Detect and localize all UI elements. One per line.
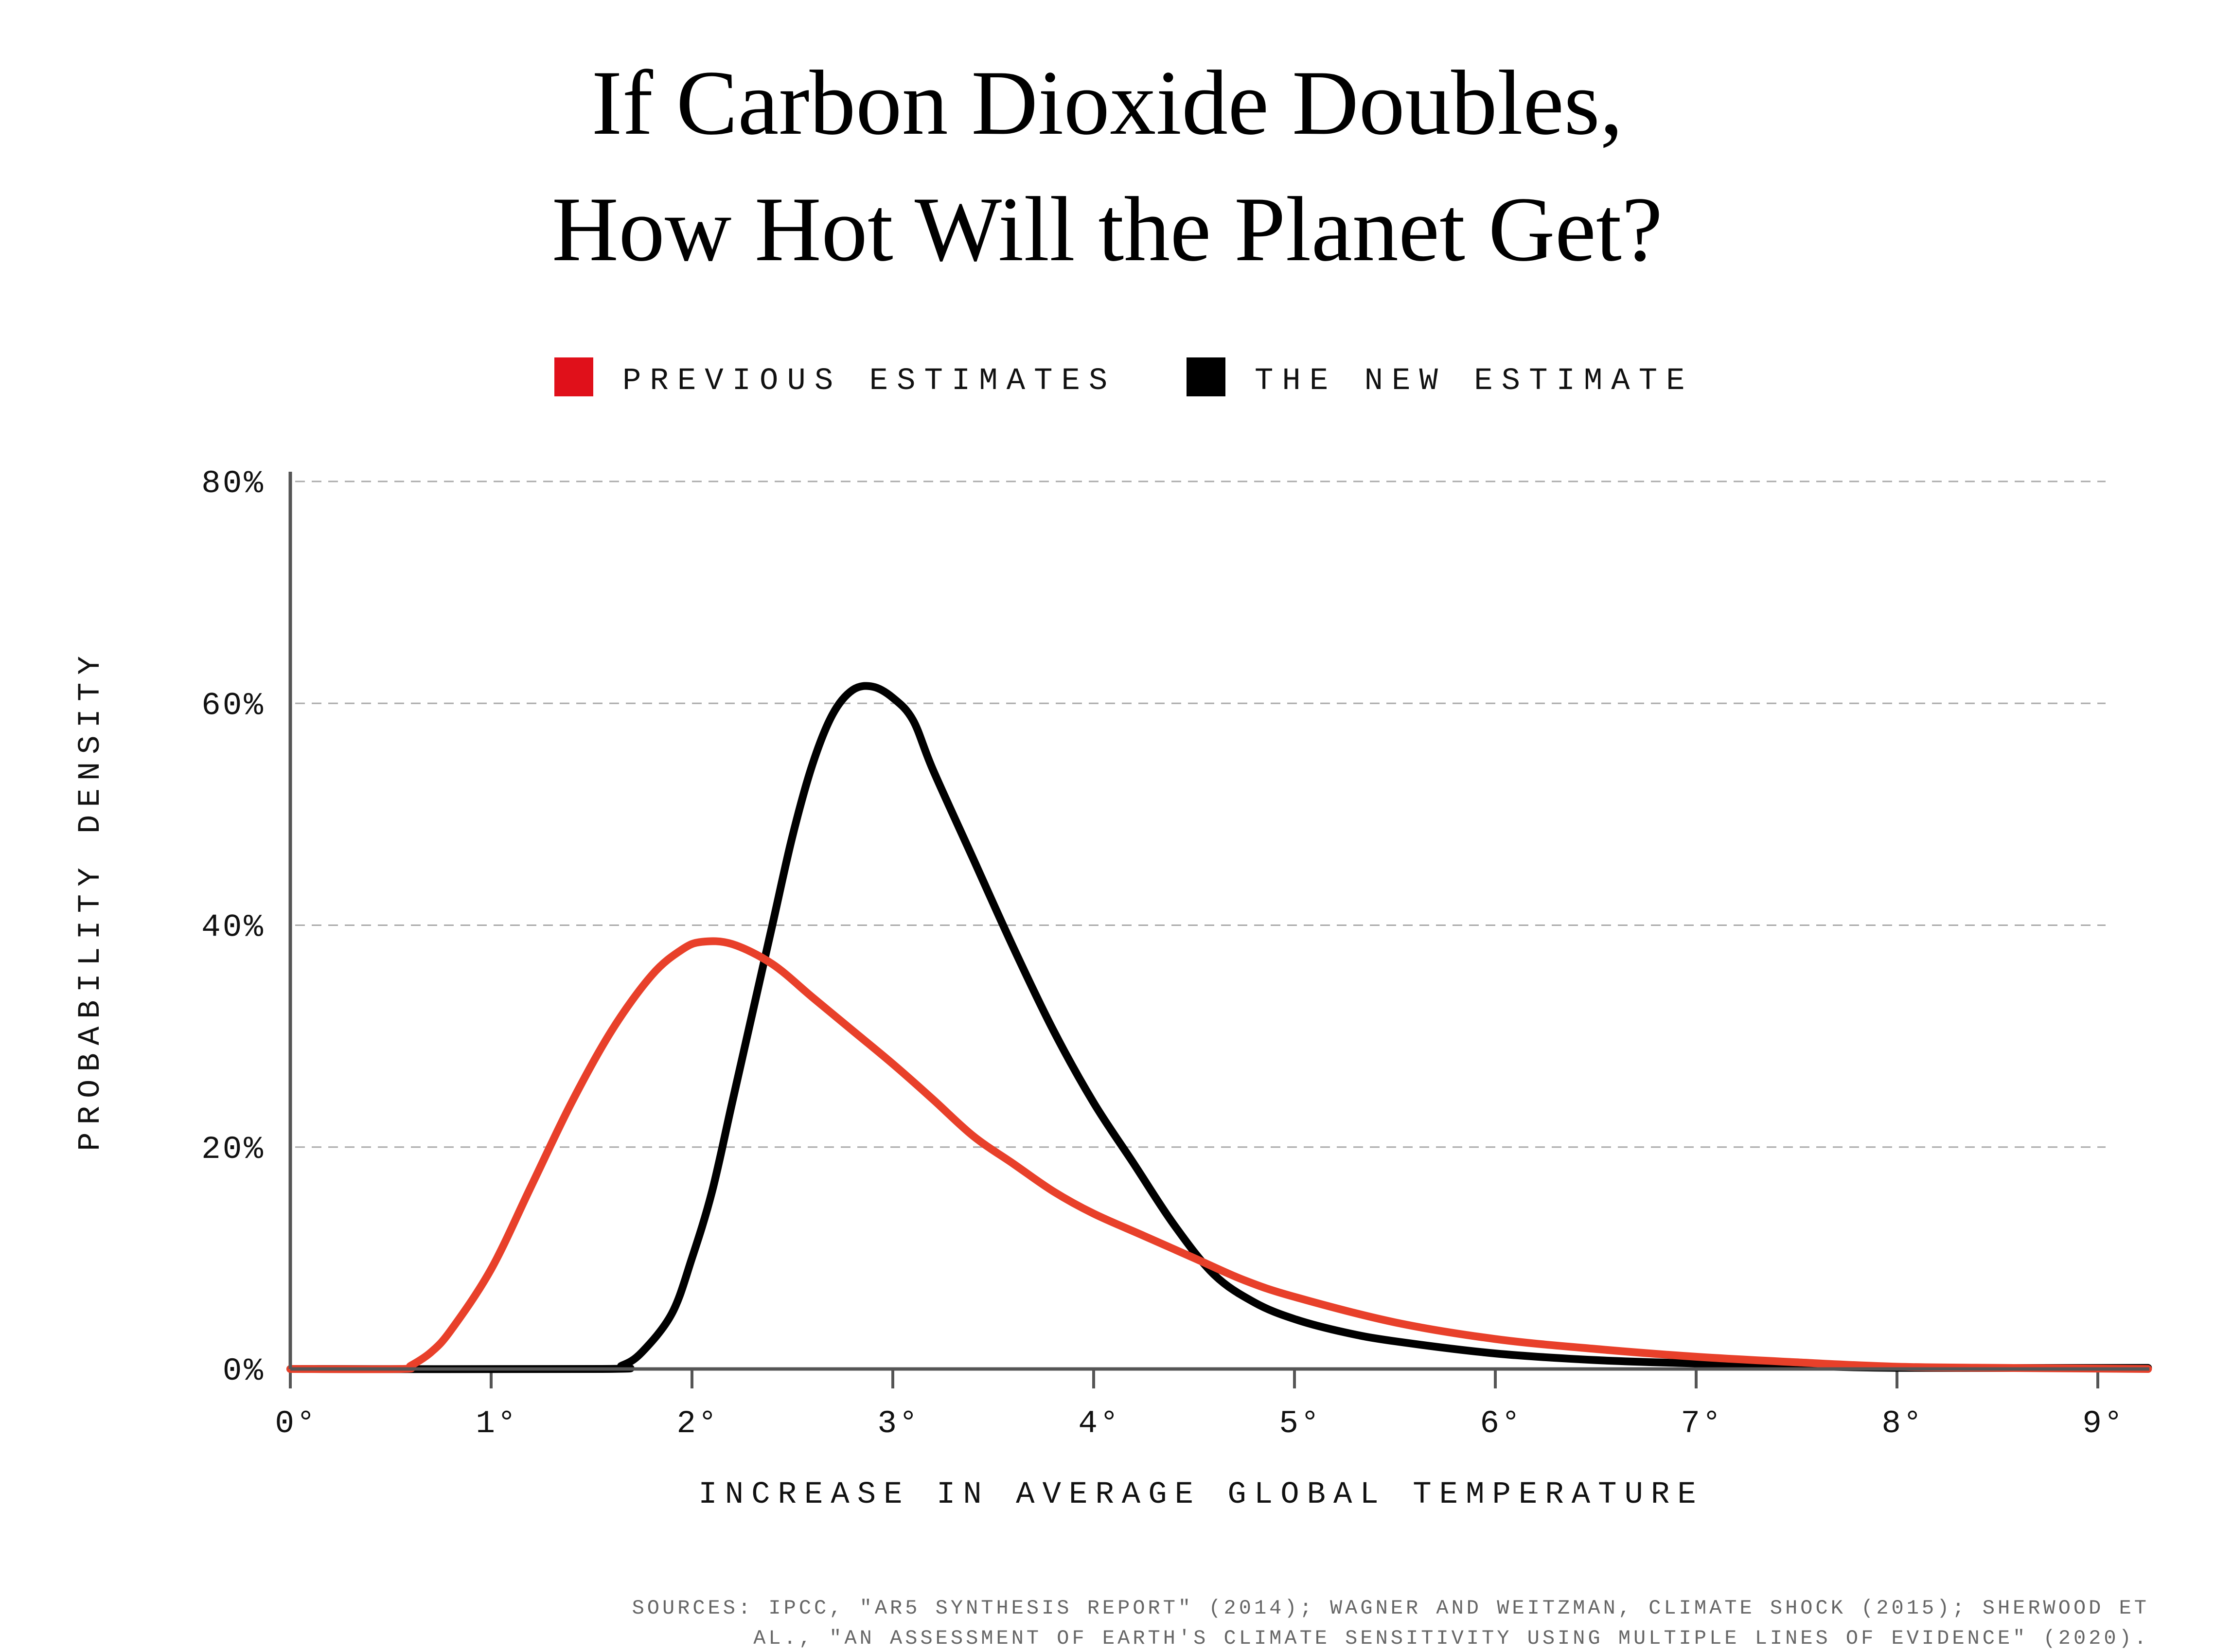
legend-swatch-previous-estimates: [554, 357, 593, 396]
y-tick-label-40: 40%: [201, 909, 265, 946]
x-tick-label-6: 6°: [1480, 1405, 1522, 1442]
x-tick-label-4: 4°: [1078, 1405, 1120, 1442]
y-tick-label-20: 20%: [201, 1131, 265, 1168]
gridlines: [295, 480, 2106, 1148]
source-note-line-1: SOURCES: IPCC, "AR5 SYNTHESIS REPORT" (2…: [632, 1597, 2149, 1620]
series-line-new-estimate: [286, 682, 2152, 1373]
legend: PREVIOUS ESTIMATES THE NEW ESTIMATE: [554, 357, 1694, 399]
legend-label-previous-estimates: PREVIOUS ESTIMATES: [622, 364, 1116, 399]
x-tick-label-2: 2°: [676, 1405, 719, 1442]
source-note-line-2: AL., "AN ASSESSMENT OF EARTH'S CLIMATE S…: [753, 1627, 2149, 1650]
legend-label-new-estimate: THE NEW ESTIMATE: [1255, 364, 1694, 399]
series-lines: [286, 682, 2152, 1373]
x-tick-label-9: 9°: [2082, 1405, 2125, 1442]
x-tick-label-0: 0°: [275, 1405, 317, 1442]
x-tick-label-5: 5°: [1279, 1405, 1321, 1442]
chart-title-line-2: How Hot Will the Planet Get?: [552, 178, 1663, 281]
y-tick-label-80: 80%: [201, 465, 265, 502]
chart-title-line-1: If Carbon Dioxide Doubles,: [591, 52, 1623, 154]
x-tick-label-3: 3°: [877, 1405, 920, 1442]
x-axis-ticks: 0° 1° 2° 3° 4° 5° 6° 7° 8° 9°: [275, 1369, 2125, 1442]
x-tick-label-7: 7°: [1681, 1405, 1723, 1442]
y-tick-label-0: 0%: [223, 1353, 265, 1389]
x-tick-label-1: 1°: [476, 1405, 518, 1442]
y-axis-label: PROBABILITY DENSITY: [73, 648, 108, 1151]
y-tick-label-60: 60%: [201, 687, 265, 724]
y-axis-ticks: 0% 20% 40% 60% 80%: [201, 465, 265, 1389]
series-line-previous-estimates: [286, 937, 2152, 1373]
x-axis-label: INCREASE IN AVERAGE GLOBAL TEMPERATURE: [698, 1477, 1703, 1512]
x-tick-label-8: 8°: [1881, 1405, 1924, 1442]
legend-swatch-new-estimate: [1187, 357, 1225, 396]
